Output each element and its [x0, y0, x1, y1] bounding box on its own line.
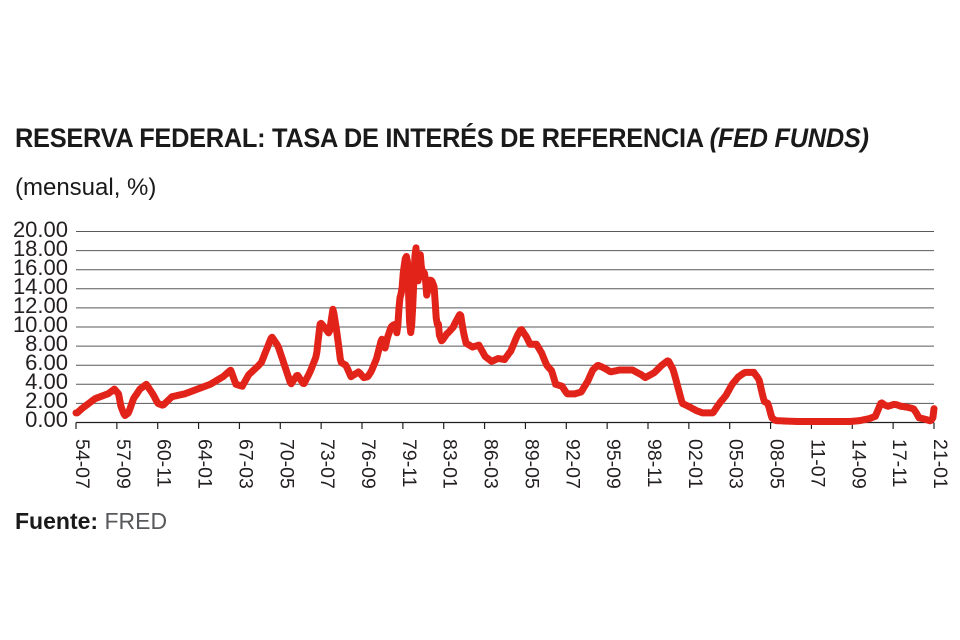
svg-text:67-03: 67-03: [234, 439, 256, 489]
svg-text:73-07: 73-07: [316, 439, 338, 489]
svg-text:98-11: 98-11: [643, 439, 665, 487]
svg-text:17-11: 17-11: [888, 439, 910, 487]
svg-text:11-07: 11-07: [806, 439, 828, 487]
svg-text:14-09: 14-09: [847, 439, 869, 489]
svg-text:60-11: 60-11: [153, 439, 175, 487]
svg-text:64-01: 64-01: [194, 439, 216, 489]
svg-text:21-01: 21-01: [929, 439, 951, 489]
svg-text:76-09: 76-09: [357, 439, 379, 489]
svg-text:79-11: 79-11: [398, 439, 420, 487]
svg-text:57-09: 57-09: [112, 439, 134, 489]
svg-text:86-03: 86-03: [480, 439, 502, 489]
svg-text:05-03: 05-03: [725, 439, 747, 489]
svg-text:02-01: 02-01: [684, 439, 706, 489]
svg-text:83-01: 83-01: [439, 439, 461, 489]
svg-text:95-09: 95-09: [602, 439, 624, 489]
svg-text:0.00: 0.00: [25, 407, 68, 432]
svg-text:54-07: 54-07: [71, 439, 93, 489]
svg-text:89-05: 89-05: [520, 439, 542, 489]
svg-text:70-05: 70-05: [275, 439, 297, 489]
svg-text:92-07: 92-07: [561, 439, 583, 489]
svg-text:08-05: 08-05: [766, 439, 788, 489]
